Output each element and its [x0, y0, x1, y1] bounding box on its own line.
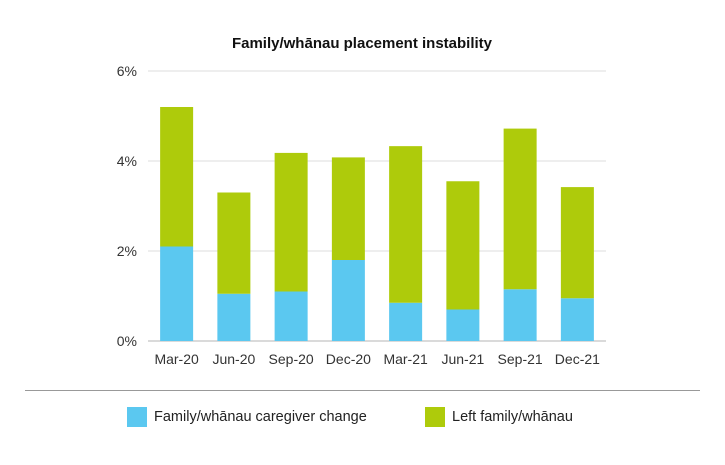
bar-left-family	[503, 128, 537, 290]
y-axis-ticks: 0% 2% 4% 6%	[117, 63, 137, 349]
bar-left-family	[160, 107, 194, 247]
x-tick-label: Dec-21	[555, 351, 600, 367]
bar-caregiver-change	[274, 291, 308, 341]
gridlines	[148, 70, 606, 342]
bar-left-family	[560, 187, 594, 299]
legend-item-left-family: Left family/whānau	[425, 406, 573, 428]
x-tick-label: Dec-20	[326, 351, 371, 367]
chart-title: Family/whānau placement instability	[232, 35, 493, 52]
stacked-bar-chart: Family/whānau placement instability 0% 2%…	[117, 35, 606, 367]
bar-caregiver-change	[217, 293, 251, 341]
bar-left-family	[274, 152, 308, 292]
bar-caregiver-change	[389, 302, 423, 341]
y-tick-label: 0%	[117, 333, 137, 349]
x-tick-label: Mar-21	[383, 351, 428, 367]
bar-left-family	[446, 181, 480, 310]
x-tick-label: Jun-20	[212, 351, 255, 367]
x-tick-label: Jun-21	[441, 351, 484, 367]
x-tick-label: Sep-21	[498, 351, 543, 367]
y-tick-label: 6%	[117, 63, 137, 79]
bar-caregiver-change	[446, 309, 480, 341]
bar-caregiver-change	[331, 260, 365, 341]
legend-item-caregiver-change: Family/whānau caregiver change	[127, 406, 367, 428]
legend-divider	[25, 390, 700, 391]
legend: Family/whānau caregiver change Left fami…	[0, 406, 725, 430]
x-axis-ticks: Mar-20 Jun-20 Sep-20 Dec-20 Mar-21 Jun-21 Sep-…	[154, 351, 600, 367]
bar-caregiver-change	[560, 298, 594, 341]
bar-left-family	[389, 146, 423, 303]
bar-left-family	[217, 192, 251, 294]
legend-swatch-left-family	[425, 407, 445, 427]
bar-left-family	[331, 157, 365, 260]
legend-swatch-caregiver-change	[127, 407, 147, 427]
bar-caregiver-change	[160, 246, 194, 341]
bars	[160, 107, 594, 341]
x-tick-label: Mar-20	[154, 351, 199, 367]
x-tick-label: Sep-20	[269, 351, 314, 367]
legend-label-caregiver-change: Family/whānau caregiver change	[154, 409, 367, 425]
y-tick-label: 2%	[117, 243, 137, 259]
legend-label-left-family: Left family/whānau	[452, 409, 573, 425]
y-tick-label: 4%	[117, 153, 137, 169]
bar-caregiver-change	[503, 289, 537, 341]
